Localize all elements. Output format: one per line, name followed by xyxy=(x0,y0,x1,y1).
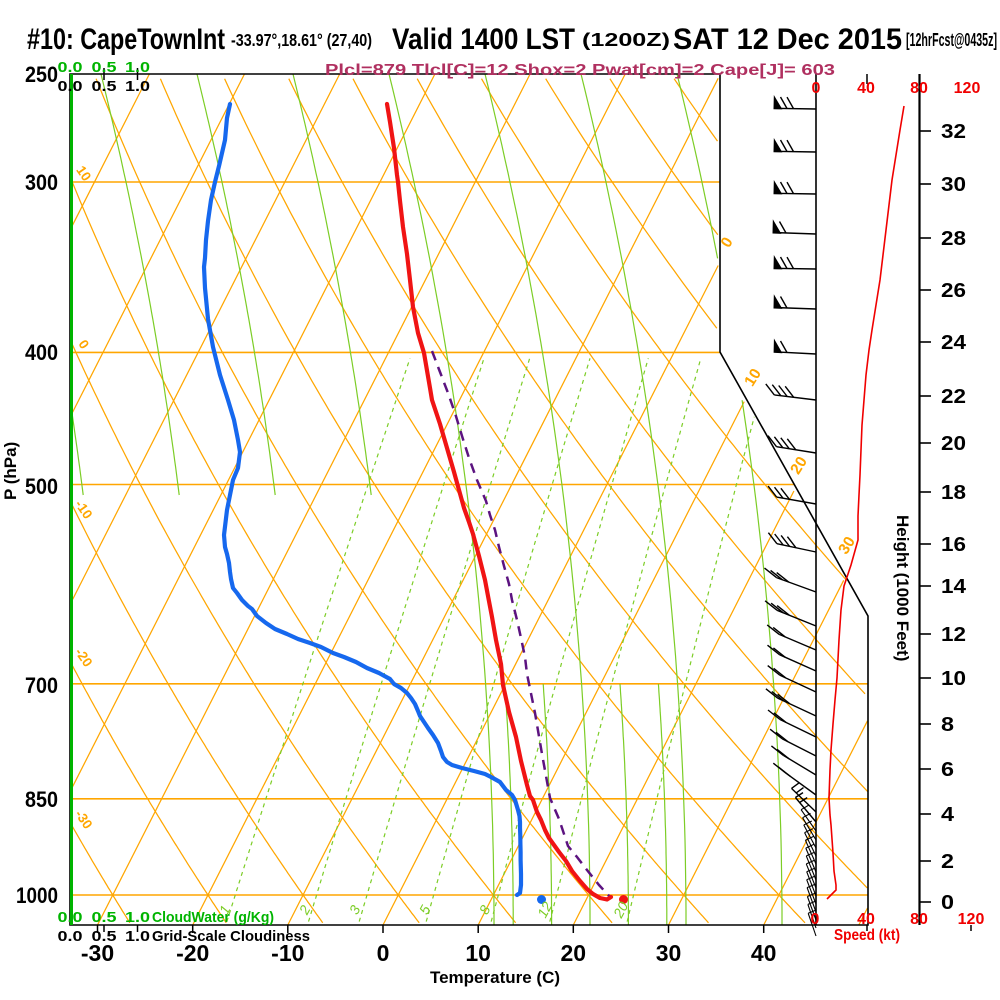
svg-text:120: 120 xyxy=(958,911,985,928)
svg-text:Height (1000 Feet): Height (1000 Feet) xyxy=(893,515,912,661)
svg-text:32: 32 xyxy=(941,121,966,143)
svg-text:30: 30 xyxy=(656,940,682,966)
svg-text:500: 500 xyxy=(25,474,58,499)
svg-text:18: 18 xyxy=(941,482,966,504)
svg-text:10: 10 xyxy=(741,366,765,390)
svg-text:Speed (kt): Speed (kt) xyxy=(834,927,900,944)
svg-text:1000: 1000 xyxy=(16,883,58,908)
svg-text:16: 16 xyxy=(941,534,966,556)
svg-text:700: 700 xyxy=(25,673,58,698)
svg-text:1.0: 1.0 xyxy=(125,59,150,76)
svg-text:400: 400 xyxy=(25,340,58,365)
svg-text:80: 80 xyxy=(910,80,928,97)
svg-text:2: 2 xyxy=(941,851,954,873)
svg-text:8: 8 xyxy=(941,714,954,736)
svg-text:28: 28 xyxy=(941,228,966,250)
svg-text:0: 0 xyxy=(812,80,821,97)
svg-text:40: 40 xyxy=(857,911,875,928)
svg-text:10: 10 xyxy=(465,940,491,966)
svg-text:300: 300 xyxy=(25,170,58,195)
svg-text:Plcl=879 Tlcl[C]=12 Shox=2 Pwa: Plcl=879 Tlcl[C]=12 Shox=2 Pwat[cm]=2 Ca… xyxy=(325,62,835,79)
svg-text:30: 30 xyxy=(835,534,859,558)
svg-text:10: 10 xyxy=(73,163,94,184)
svg-text:0.0: 0.0 xyxy=(58,909,83,926)
svg-text:0.5: 0.5 xyxy=(92,59,117,76)
svg-text:20: 20 xyxy=(787,454,811,478)
svg-text:24: 24 xyxy=(941,332,967,354)
svg-text:0.5: 0.5 xyxy=(92,909,117,926)
svg-text:1.0: 1.0 xyxy=(125,928,150,945)
svg-text:-20: -20 xyxy=(176,940,209,966)
svg-text:0: 0 xyxy=(941,892,954,914)
svg-text:14: 14 xyxy=(941,576,967,598)
svg-text:0.0: 0.0 xyxy=(58,928,83,945)
svg-text:SAT 12 Dec 2015: SAT 12 Dec 2015 xyxy=(673,23,902,56)
svg-text:40: 40 xyxy=(751,940,777,966)
svg-text:Grid-Scale Cloudiness: Grid-Scale Cloudiness xyxy=(152,928,310,945)
svg-text:850: 850 xyxy=(25,787,58,812)
svg-text:(1200Z): (1200Z) xyxy=(582,30,670,50)
svg-text:P (hPa): P (hPa) xyxy=(1,442,20,500)
svg-text:30: 30 xyxy=(941,174,966,196)
svg-text:10: 10 xyxy=(941,668,966,690)
svg-text:#10: CapeTownInt: #10: CapeTownInt xyxy=(27,23,225,56)
svg-text:120: 120 xyxy=(954,80,981,97)
svg-text:-33.97°,18.61° (27,40): -33.97°,18.61° (27,40) xyxy=(231,30,372,50)
svg-text:6: 6 xyxy=(941,759,954,781)
svg-text:CloudWater (g/Kg): CloudWater (g/Kg) xyxy=(152,909,274,926)
svg-text:Valid 1400 LST: Valid 1400 LST xyxy=(392,23,575,56)
svg-text:0.0: 0.0 xyxy=(58,78,83,95)
svg-text:40: 40 xyxy=(857,80,875,97)
svg-text:12: 12 xyxy=(941,624,966,646)
svg-text:[12hrFcst@0435z]: [12hrFcst@0435z] xyxy=(906,30,997,50)
svg-text:80: 80 xyxy=(910,911,928,928)
svg-text:1.0: 1.0 xyxy=(125,909,150,926)
svg-text:20: 20 xyxy=(561,940,587,966)
svg-text:Temperature (C): Temperature (C) xyxy=(430,968,560,987)
svg-text:-10: -10 xyxy=(271,940,304,966)
svg-text:-30: -30 xyxy=(81,940,114,966)
svg-text:0: 0 xyxy=(811,911,820,928)
svg-text:26: 26 xyxy=(941,280,966,302)
svg-text:12: 12 xyxy=(534,899,556,920)
svg-text:4: 4 xyxy=(941,804,955,826)
svg-text:0: 0 xyxy=(377,940,390,966)
svg-text:1.0: 1.0 xyxy=(125,78,150,95)
svg-text:0.5: 0.5 xyxy=(92,78,117,95)
svg-text:22: 22 xyxy=(941,386,966,408)
svg-text:0.5: 0.5 xyxy=(92,928,117,945)
svg-text:20: 20 xyxy=(941,433,966,455)
svg-text:20: 20 xyxy=(609,899,631,921)
svg-text:250: 250 xyxy=(25,62,58,87)
svg-text:0.0: 0.0 xyxy=(58,59,83,76)
